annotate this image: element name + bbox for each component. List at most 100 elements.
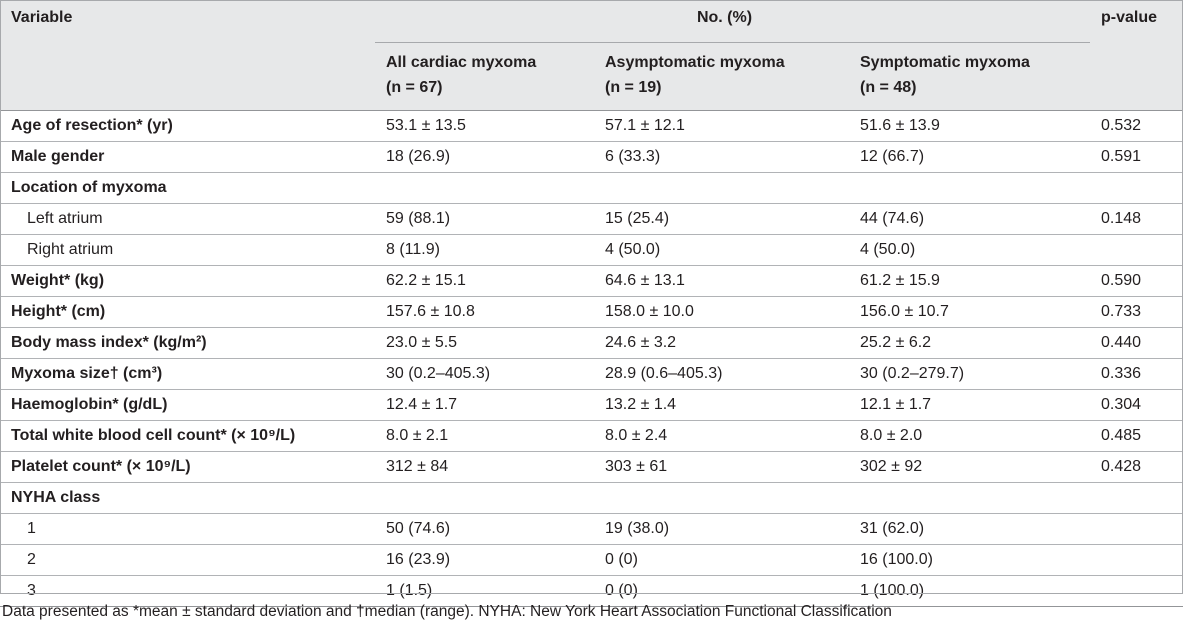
cell-all: 23.0 ± 5.5 (386, 334, 458, 351)
row-label: Total white blood cell count* (× 10⁹/L) (11, 427, 296, 444)
table-row: NYHA class (0, 483, 1183, 514)
table-row: Platelet count* (× 10⁹/L) 312 ± 84 303 ± 6… (0, 452, 1183, 483)
header-col-asymptomatic-name: Asymptomatic myxoma (605, 54, 785, 71)
table-row: Age of resection* (yr) 53.1 ± 13.5 57.1 ± … (0, 111, 1183, 142)
cell-asymptomatic: 19 (38.0) (605, 520, 670, 537)
row-label: Left atrium (27, 210, 103, 227)
cell-asymptomatic: 8.0 ± 2.4 (605, 427, 668, 444)
cell-pvalue: 0.532 (1101, 117, 1142, 134)
cell-pvalue: 0.148 (1101, 210, 1142, 227)
cell-symptomatic: 12.1 ± 1.7 (860, 396, 932, 413)
cell-all: 30 (0.2–405.3) (386, 365, 491, 382)
cell-asymptomatic: 0 (0) (605, 551, 638, 568)
table-row: 2 16 (23.9) 0 (0) 16 (100.0) (0, 545, 1183, 576)
cell-symptomatic: 30 (0.2–279.7) (860, 365, 965, 382)
header-col-all-name: All cardiac myxoma (386, 54, 537, 71)
row-label: Myxoma size† (cm³) (11, 365, 163, 382)
cell-all: 8 (11.9) (386, 241, 440, 258)
row-label: NYHA class (11, 489, 101, 506)
row-label: Body mass index* (kg/m²) (11, 334, 207, 351)
cell-pvalue: 0.336 (1101, 365, 1142, 382)
table-row: Location of myxoma (0, 173, 1183, 204)
row-label: Platelet count* (× 10⁹/L) (11, 458, 191, 475)
table-row: Height* (cm) 157.6 ± 10.8 158.0 ± 10.0 156.… (0, 297, 1183, 328)
cell-asymptomatic: 6 (33.3) (605, 148, 661, 165)
cell-symptomatic: 31 (62.0) (860, 520, 925, 537)
header-col-all-n: (n = 67) (386, 79, 443, 96)
row-label: 1 (27, 520, 36, 537)
cell-all (375, 483, 594, 514)
header-group: No. (%) (375, 0, 1090, 43)
cell-symptomatic: 8.0 ± 2.0 (860, 427, 923, 444)
cell-all: 53.1 ± 13.5 (386, 117, 466, 134)
header-col-symptomatic: Symptomatic myxoma (n = 48) (849, 43, 1090, 111)
row-label: Location of myxoma (11, 179, 167, 196)
cell-symptomatic: 25.2 ± 6.2 (860, 334, 932, 351)
cell-pvalue: 0.733 (1101, 303, 1142, 320)
table-row: Right atrium 8 (11.9) 4 (50.0) 4 (50.0) (0, 235, 1183, 266)
cell-symptomatic: 302 ± 92 (860, 458, 923, 475)
cell-all: 59 (88.1) (386, 210, 451, 227)
cell-all: 16 (23.9) (386, 551, 451, 568)
cell-asymptomatic (594, 483, 849, 514)
cell-asymptomatic: 4 (50.0) (605, 241, 661, 258)
cell-asymptomatic: 24.6 ± 3.2 (605, 334, 677, 351)
row-label: Right atrium (27, 241, 114, 258)
cell-pvalue: 0.485 (1101, 427, 1142, 444)
cell-all: 62.2 ± 15.1 (386, 272, 466, 289)
cell-pvalue (1090, 173, 1183, 204)
cell-asymptomatic: 303 ± 61 (605, 458, 668, 475)
cell-symptomatic: 4 (50.0) (860, 241, 916, 258)
cell-asymptomatic: 15 (25.4) (605, 210, 670, 227)
cell-pvalue (1090, 483, 1183, 514)
cell-symptomatic: 1 (100.0) (860, 582, 925, 599)
cell-pvalue: 0.428 (1101, 458, 1142, 475)
cell-all: 1 (1.5) (386, 582, 433, 599)
header-col-all: All cardiac myxoma (n = 67) (375, 43, 594, 111)
header-pvalue: p-value (1101, 9, 1158, 26)
cell-symptomatic: 12 (66.7) (860, 148, 925, 165)
cell-pvalue: 0.440 (1101, 334, 1142, 351)
cell-asymptomatic: 57.1 ± 12.1 (605, 117, 685, 134)
cell-all: 18 (26.9) (386, 148, 451, 165)
cell-all: 50 (74.6) (386, 520, 451, 537)
cell-symptomatic: 156.0 ± 10.7 (860, 303, 949, 320)
table-row: Left atrium 59 (88.1) 15 (25.4) 44 (74.6) 0.… (0, 204, 1183, 235)
cell-all: 157.6 ± 10.8 (386, 303, 475, 320)
row-label: 2 (27, 551, 36, 568)
row-label: 3 (27, 582, 36, 599)
cell-pvalue (1090, 545, 1183, 576)
cell-asymptomatic: 0 (0) (605, 582, 638, 599)
cell-symptomatic: 16 (100.0) (860, 551, 933, 568)
cell-all: 12.4 ± 1.7 (386, 396, 458, 413)
header-col-asymptomatic-n: (n = 19) (605, 79, 662, 96)
cell-symptomatic (849, 173, 1090, 204)
cell-pvalue: 0.304 (1101, 396, 1142, 413)
data-table: Variable No. (%) p-value All cardiac myx… (0, 0, 1183, 607)
row-label: Age of resection* (yr) (11, 117, 173, 134)
row-label: Haemoglobin* (g/dL) (11, 396, 168, 413)
cell-pvalue: 0.591 (1101, 148, 1142, 165)
header-variable: Variable (11, 9, 73, 26)
table-row: Male gender 18 (26.9) 6 (33.3) 12 (66.7) 0.5… (0, 142, 1183, 173)
header-col-symptomatic-n: (n = 48) (860, 79, 917, 96)
table-row: Total white blood cell count* (× 10⁹/L) 8… (0, 421, 1183, 452)
cell-pvalue (1090, 235, 1183, 266)
cell-symptomatic: 51.6 ± 13.9 (860, 117, 940, 134)
table-body: Age of resection* (yr) 53.1 ± 13.5 57.1 ± … (0, 111, 1183, 607)
table-row: Weight* (kg) 62.2 ± 15.1 64.6 ± 13.1 61.2 ±… (0, 266, 1183, 297)
header-col-symptomatic-name: Symptomatic myxoma (860, 54, 1030, 71)
row-label: Weight* (kg) (11, 272, 105, 289)
cell-symptomatic: 44 (74.6) (860, 210, 925, 227)
row-label: Height* (cm) (11, 303, 106, 320)
cell-asymptomatic: 64.6 ± 13.1 (605, 272, 685, 289)
cell-pvalue (1090, 576, 1183, 607)
cell-all (375, 173, 594, 204)
cell-symptomatic: 61.2 ± 15.9 (860, 272, 940, 289)
cell-pvalue: 0.590 (1101, 272, 1142, 289)
cell-asymptomatic: 28.9 (0.6–405.3) (605, 365, 723, 382)
cell-asymptomatic: 13.2 ± 1.4 (605, 396, 677, 413)
table-row: Haemoglobin* (g/dL) 12.4 ± 1.7 13.2 ± 1.4 1… (0, 390, 1183, 421)
cell-asymptomatic: 158.0 ± 10.0 (605, 303, 694, 320)
